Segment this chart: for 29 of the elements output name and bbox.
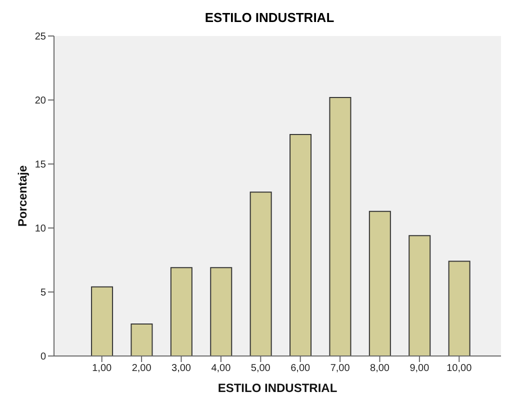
bar: [448, 260, 470, 356]
bar: [250, 192, 272, 356]
y-tick-label: 25: [34, 32, 46, 43]
y-tick-label: 15: [34, 160, 46, 171]
x-tick-label: 10,00: [446, 363, 472, 374]
x-tick-label: 8,00: [370, 363, 390, 374]
bar: [91, 286, 114, 356]
x-tick-label: 2,00: [132, 363, 152, 374]
bar: [368, 210, 391, 356]
x-tick-label: 6,00: [290, 363, 311, 374]
y-tick-label: 20: [34, 96, 46, 107]
y-tick-label: 5: [40, 288, 46, 299]
bar: [210, 267, 232, 356]
bar: [290, 134, 312, 356]
bar: [408, 235, 431, 356]
x-tick-label: 5,00: [250, 363, 271, 374]
chart-title: ESTILO INDUSTRIAL: [204, 9, 336, 27]
x-tick-label: 1,00: [92, 363, 112, 374]
y-axis-title: Porcentaje: [15, 164, 30, 227]
bar: [170, 267, 192, 356]
y-tick-label: 10: [34, 224, 46, 235]
bar: [329, 96, 352, 356]
x-tick-label: 7,00: [330, 363, 350, 374]
x-tick-label: 3,00: [172, 363, 192, 374]
y-tick-label: 0: [40, 352, 46, 363]
bar: [130, 324, 153, 356]
x-tick-label: 9,00: [410, 363, 430, 374]
x-tick-label: 4,00: [211, 363, 232, 374]
x-axis-title: ESTILO INDUSTRIAL: [218, 381, 338, 395]
